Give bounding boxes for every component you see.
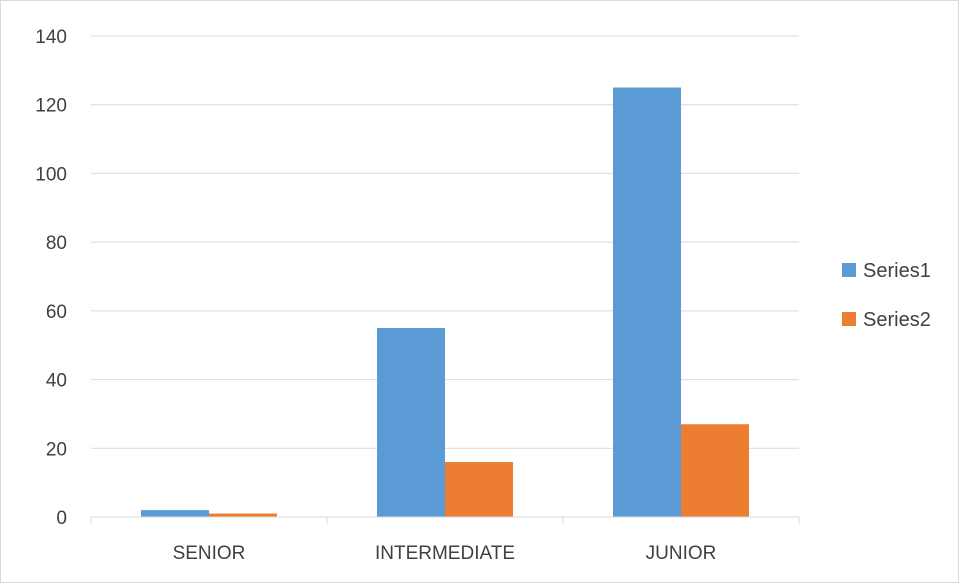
legend-label-series2: Series2	[863, 309, 931, 331]
x-category-label: INTERMEDIATE	[375, 543, 515, 564]
bar-series2-junior	[681, 424, 749, 517]
y-tick-label: 0	[56, 508, 67, 529]
x-axis	[90, 516, 800, 524]
x-category-label: JUNIOR	[646, 543, 717, 564]
y-tick-label: 60	[46, 302, 67, 323]
bar-series2-senior	[209, 513, 277, 517]
legend-swatch-series1	[842, 263, 856, 277]
legend: Series1 Series2	[842, 260, 931, 331]
bars	[141, 87, 749, 518]
y-tick-label: 20	[46, 439, 67, 460]
y-tick-label: 140	[35, 27, 67, 48]
gridlines	[91, 35, 799, 449]
bar-series2-intermediate	[445, 462, 513, 517]
bar-series1-intermediate	[377, 328, 445, 517]
y-axis-tick-labels: 0 20 40 60 80 100 120 140	[35, 27, 67, 529]
y-tick-label: 100	[35, 164, 67, 185]
y-tick-label: 40	[46, 371, 67, 392]
x-category-label: SENIOR	[173, 543, 246, 564]
x-axis-category-labels: SENIOR INTERMEDIATE JUNIOR	[173, 543, 717, 564]
y-tick-label: 120	[35, 96, 67, 117]
y-tick-label: 80	[46, 233, 67, 254]
bar-series1-senior	[141, 510, 209, 517]
legend-swatch-series2	[842, 312, 856, 326]
bar-series1-junior	[613, 87, 681, 518]
legend-label-series1: Series1	[863, 260, 931, 282]
